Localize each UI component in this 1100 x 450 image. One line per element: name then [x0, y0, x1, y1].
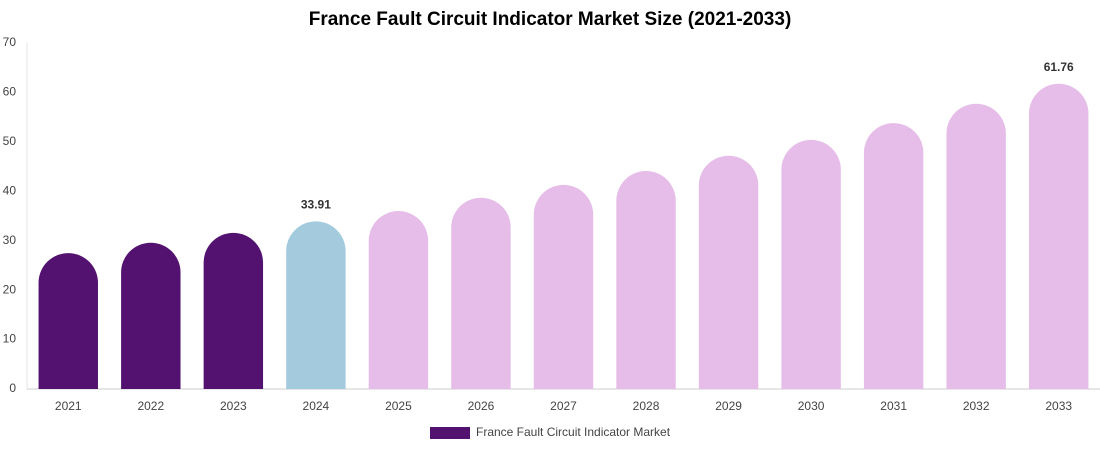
y-tick-label: 40 [3, 183, 17, 197]
x-tick-label: 2028 [633, 399, 660, 413]
x-tick-label: 2032 [963, 399, 990, 413]
bar [1029, 83, 1089, 389]
bar [121, 242, 181, 389]
bar [698, 155, 759, 389]
data-label: 33.91 [301, 198, 331, 212]
bar [451, 197, 511, 389]
y-tick-label: 0 [9, 381, 16, 395]
bar [533, 184, 594, 389]
y-tick-label: 10 [3, 332, 17, 346]
bar [203, 232, 264, 389]
x-tick-label: 2033 [1045, 399, 1072, 413]
bar [368, 211, 429, 389]
bar [781, 139, 841, 389]
legend-label: France Fault Circuit Indicator Market [476, 425, 671, 439]
x-tick-label: 2031 [880, 399, 907, 413]
x-tick-label: 2025 [385, 399, 412, 413]
x-tick-label: 2030 [798, 399, 825, 413]
y-tick-label: 30 [3, 233, 17, 247]
bar [38, 253, 98, 389]
x-tick-label: 2026 [468, 399, 495, 413]
x-tick-label: 2029 [715, 399, 742, 413]
bar [863, 123, 924, 390]
x-tick-label: 2027 [550, 399, 577, 413]
x-tick-label: 2021 [55, 399, 82, 413]
y-tick-label: 50 [3, 134, 17, 148]
bar [946, 103, 1006, 389]
data-label: 61.76 [1044, 60, 1074, 74]
y-tick-label: 20 [3, 282, 17, 296]
y-tick-label: 60 [3, 85, 17, 99]
y-tick-label: 70 [3, 35, 17, 49]
x-tick-label: 2023 [220, 399, 247, 413]
chart-title: France Fault Circuit Indicator Market Si… [309, 9, 792, 30]
legend-swatch [430, 427, 470, 439]
x-tick-label: 2022 [137, 399, 164, 413]
x-tick-label: 2024 [303, 399, 330, 413]
bar [286, 221, 346, 389]
bar [616, 171, 676, 389]
